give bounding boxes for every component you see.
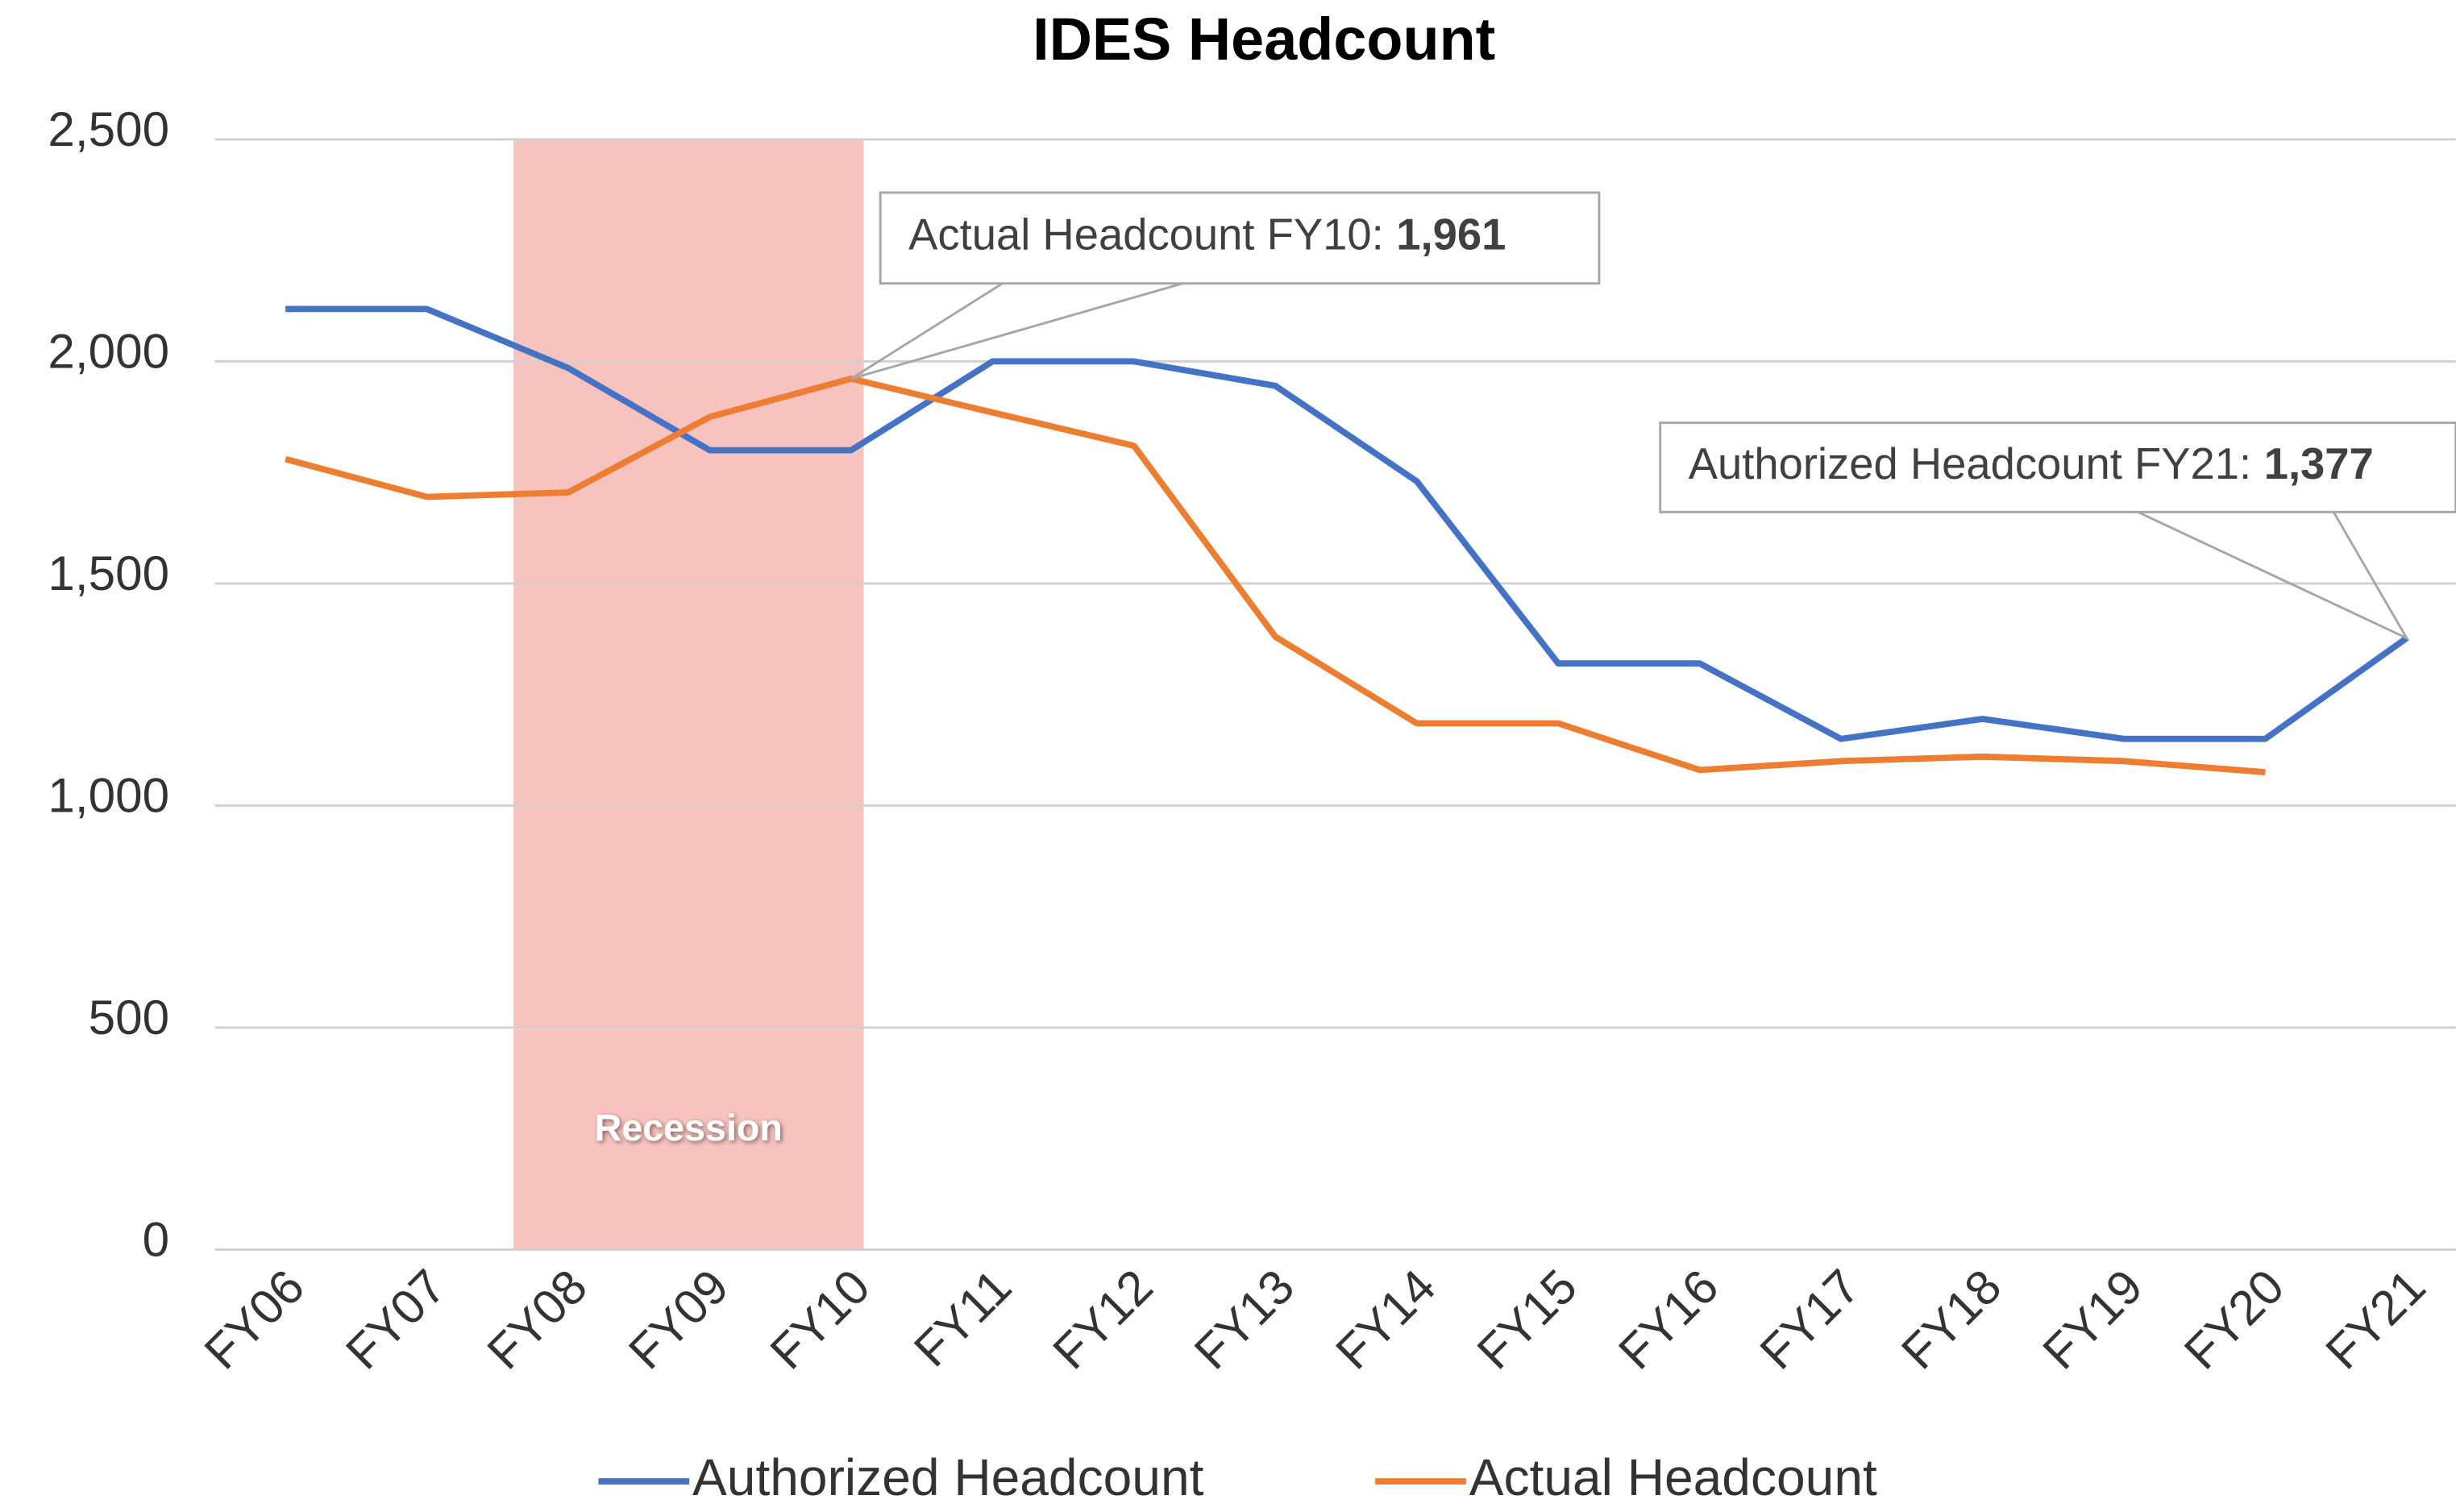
legend-label: Authorized Headcount xyxy=(692,1448,1204,1506)
callout-label: Actual Headcount FY10: xyxy=(908,210,1384,260)
chart-title: IDES Headcount xyxy=(1033,6,1495,73)
y-tick-label: 1,000 xyxy=(48,768,169,823)
shaded-region-label: Recession xyxy=(595,1107,783,1149)
series-line xyxy=(285,376,2266,775)
legend-label: Actual Headcount xyxy=(1469,1448,1877,1506)
y-tick-label: 2,000 xyxy=(48,324,169,379)
y-tick-label: 2,500 xyxy=(48,102,169,156)
callout-box xyxy=(879,191,1601,285)
y-tick-label: 0 xyxy=(143,1212,170,1267)
y-tick-label: 1,500 xyxy=(48,546,169,600)
callout-text: Actual Headcount FY10: 1,961 xyxy=(908,210,1506,260)
callout-label: Authorized Headcount FY21: xyxy=(1689,439,2251,488)
callout-leader xyxy=(850,282,1183,380)
callout-text: Authorized Headcount FY21: 1,377 xyxy=(1689,439,2374,488)
callout-value: 1,377 xyxy=(2264,439,2374,488)
y-tick-label: 500 xyxy=(89,990,169,1045)
series-line xyxy=(285,305,2409,742)
callout-leader xyxy=(2137,511,2410,641)
callout-value: 1,961 xyxy=(1396,210,1506,260)
recession-band xyxy=(513,139,864,1250)
callout-box xyxy=(1659,422,2456,513)
